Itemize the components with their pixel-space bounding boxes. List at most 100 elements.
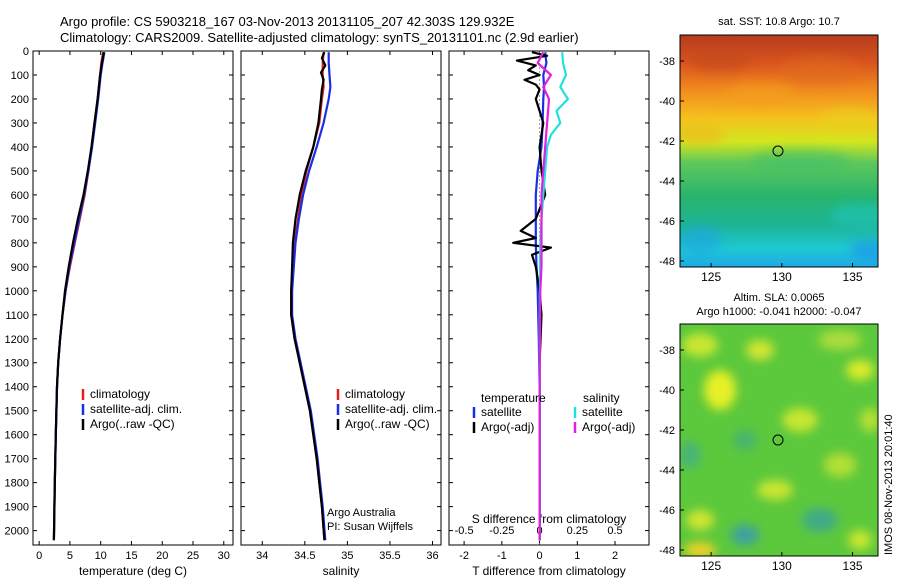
panel-annotation: Argo Australia [327, 507, 396, 519]
x-tick-label: 36 [426, 550, 438, 562]
y-tick-label: 1200 [5, 334, 29, 346]
legend-label: Argo(..raw -QC) [345, 417, 430, 431]
series-line-argo [52, 52, 105, 541]
legend-label: Argo(-adj) [582, 420, 635, 434]
map-y-tick-label: -38 [659, 56, 675, 68]
map-x-tick-label: 130 [772, 559, 792, 573]
series-line-sal-argo [536, 51, 552, 541]
legend-label: Argo(..raw -QC) [90, 417, 175, 431]
series-line-satellite [291, 52, 332, 541]
y-tick-label: 1800 [5, 478, 29, 490]
legend-title-salinity: salinity [583, 391, 620, 405]
temperature-profile-panel: 0 5 10 15 20 25 300100200300400500600700800900… [5, 46, 234, 578]
map-y-tick-label: -38 [659, 345, 675, 357]
legend-label: satellite [582, 405, 623, 419]
map-y-tick-label: -44 [659, 176, 675, 188]
sst-map-frame [679, 34, 879, 268]
y-tick-label: 1700 [5, 454, 29, 466]
imos-timestamp-label: IMOS 08-Nov-2013 20:01:40 [883, 414, 895, 555]
series-line-temp-argo [512, 51, 552, 541]
map-x-tick-label: 125 [701, 559, 721, 573]
y-tick-label: 100 [11, 70, 29, 82]
y-tick-label: 1100 [5, 310, 29, 322]
title-line-2: Climatology: CARS2009. Satellite-adjuste… [60, 30, 579, 45]
x-axis-label: salinity [323, 564, 360, 578]
sla-map-title: Altim. SLA: 0.0065 [733, 292, 824, 304]
sla-map-frame [679, 323, 879, 557]
map-y-tick-label: -46 [659, 505, 675, 517]
map-y-tick-label: -46 [659, 216, 675, 228]
legend-label: climatology [90, 387, 150, 401]
x-tick-label: 0 [537, 550, 543, 562]
x-tick-label: -2 [459, 550, 469, 562]
y-tick-label: 600 [11, 190, 29, 202]
map-x-tick-label: 125 [701, 270, 721, 284]
legend-label: satellite [481, 405, 522, 419]
x-axis-label: temperature (deg C) [79, 564, 187, 578]
y-tick-label: 1500 [5, 406, 29, 418]
map-y-tick-label: -40 [659, 385, 675, 397]
y-tick-label: 300 [11, 118, 29, 130]
x-tick-label: 20 [156, 550, 168, 562]
map-x-tick-label: 135 [843, 559, 863, 573]
y-tick-label: 1300 [5, 358, 29, 370]
y-tick-label: 800 [11, 238, 29, 250]
map-y-tick-label: -48 [659, 545, 675, 557]
map-y-tick-label: -48 [659, 256, 675, 268]
series-line-argo [290, 51, 327, 541]
axes-frame [32, 50, 234, 546]
y-tick-label: 1600 [5, 430, 29, 442]
x-tick-label: 34.5 [294, 550, 315, 562]
legend-label: climatology [345, 387, 405, 401]
x-tick-label: 0 [36, 550, 42, 562]
y-tick-label: 400 [11, 142, 29, 154]
difference-profile-panel: -2 -1 0 1 2 T difference from climatology -0.5… [448, 50, 650, 578]
y-tick-label: 500 [11, 166, 29, 178]
x-axis-label: T difference from climatology [472, 564, 626, 578]
y-tick-label: 1400 [5, 382, 29, 394]
x-tick-label: 15 [125, 550, 137, 562]
sla-map-panel: Altim. SLA: 0.0065 Argo h1000: -0.041 h2… [659, 292, 879, 573]
map-y-tick-label: -40 [659, 96, 675, 108]
series-line-satellite [52, 52, 106, 541]
map-y-tick-label: -42 [659, 136, 675, 148]
sst-map-title: sat. SST: 10.8 Argo: 10.7 [718, 16, 840, 28]
x-tick-label: 35 [341, 550, 353, 562]
s-tick-label: -0.5 [455, 525, 474, 537]
series-line-temp-satellite [534, 52, 548, 541]
salinity-profile-panel: 34 34.5 35 35.5 36 salinity climatologysatelli… [240, 50, 442, 578]
x-tick-label: 2 [612, 550, 618, 562]
s-tick-label: -0.25 [489, 525, 514, 537]
map-y-tick-label: -44 [659, 465, 675, 477]
x-tick-label: 35.5 [379, 550, 400, 562]
y-tick-label: 900 [11, 262, 29, 274]
x-tick-label: 1 [574, 550, 580, 562]
x-tick-label: 25 [187, 550, 199, 562]
map-x-tick-label: 130 [772, 270, 792, 284]
y-tick-label: 700 [11, 214, 29, 226]
sst-argo-location-marker [772, 145, 784, 157]
sla-map-subtitle: Argo h1000: -0.041 h2000: -0.047 [696, 306, 861, 318]
x-tick-label: 10 [95, 550, 107, 562]
x-tick-label: 30 [218, 550, 230, 562]
s-tick-label: 0.5 [607, 525, 622, 537]
title-line-1: Argo profile: CS 5903218_167 03-Nov-2013… [60, 14, 515, 29]
map-x-tick-label: 135 [843, 270, 863, 284]
legend-label: satellite-adj. clim. [345, 402, 437, 416]
legend-label: satellite-adj. clim. [90, 402, 182, 416]
legend-label: Argo(-adj) [481, 420, 534, 434]
s-difference-label: S difference from climatology [472, 512, 627, 526]
x-tick-label: 34 [256, 550, 268, 562]
axes-frame [240, 50, 442, 546]
sla-argo-location-marker [772, 434, 784, 446]
y-tick-label: 200 [11, 94, 29, 106]
sst-map-panel: sat. SST: 10.8 Argo: 10.7 125 130 135 -38 -4… [659, 16, 879, 284]
axes-frame [448, 50, 650, 546]
x-tick-label: -1 [497, 550, 507, 562]
panel-annotation: PI: Susan Wijffels [327, 521, 413, 533]
y-tick-label: 0 [23, 46, 29, 58]
s-tick-label: 0.25 [567, 525, 588, 537]
x-tick-label: 5 [67, 550, 73, 562]
